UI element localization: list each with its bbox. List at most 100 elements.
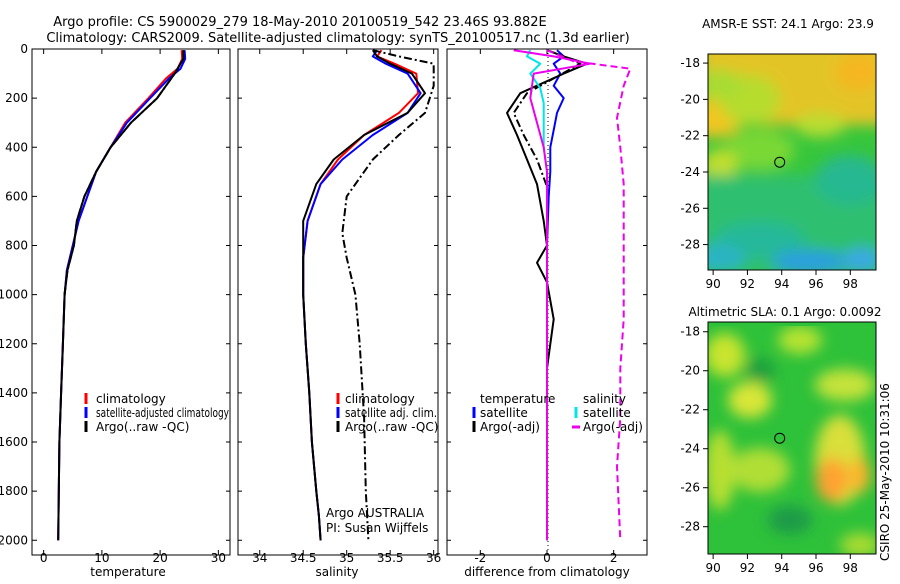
latitude-tick-label: -24 [680,442,700,456]
x-tick-label: 0 [40,551,48,565]
salinity-series-line-2 [302,49,426,541]
y-tick-label: 1000 [0,288,28,302]
salinity-series-line-0 [302,49,419,541]
temperature-x-axis: 0 10 20 30 [40,49,226,565]
difference-series-line-5 [546,49,632,541]
longitude-tick-label: 92 [740,561,755,575]
latitude-tick-label: -24 [680,165,700,179]
longitude-tick-label: 96 [808,277,823,291]
y-tick-label: 1400 [0,386,28,400]
annotation-argo-australia: Argo AUSTRALIA [326,506,425,520]
temperature-axis-label: temperature [90,565,165,579]
longitude-tick-label: 90 [706,277,721,291]
difference-legend: temperature satellite Argo(-adj) salinit… [472,392,643,434]
salinity-axis-label: salinity [315,565,358,579]
temperature-series-line-1 [57,50,187,541]
depth-axis: 0 200 400 600 800 1000 1200 1400 1600 1800 2000 [0,42,230,547]
x-tick-label: 0 [543,551,551,565]
y-tick-label: 1200 [0,337,28,351]
x-tick-label: 36 [426,551,441,565]
sla-map-panel: Altimetric SLA: 0.1 Argo: 0.0092 [680,305,881,575]
salinity-series [302,49,435,541]
temperature-panel: 0 200 400 600 800 1000 1200 1400 1600 1800 2000 0 1… [0,42,231,579]
difference-series [506,49,632,541]
x-tick-label: 35 [339,551,354,565]
latitude-tick-label: -22 [680,129,700,143]
salinity-legend: climatology satellite adj. clim. Argo(..… [326,392,438,535]
legend-label-argo: Argo(..raw -QC) [96,420,189,434]
legend-label-sal-argo: Argo(-adj) [583,420,643,434]
sla-heatmap [708,322,876,554]
figure-subtitle: Climatology: CARS2009. Satellite-adjuste… [46,31,629,46]
timestamp-label: CSIRO 25-May-2010 10:31:06 [878,383,892,561]
y-tick-label: 800 [5,239,28,253]
longitude-tick-label: 98 [843,277,858,291]
longitude-tick-label: 96 [808,561,823,575]
temperature-axes-frame [31,48,231,556]
latitude-tick-label: -22 [680,403,700,417]
salinity-series-line-1 [302,49,422,541]
longitude-tick-label: 90 [706,561,721,575]
latitude-tick-label: -20 [680,364,700,378]
salinity-x-axis: 34 34.5 35 35.5 36 [238,48,441,565]
x-tick-label: -2 [474,551,486,565]
salinity-series-line-3 [341,49,435,541]
temperature-series [57,50,187,541]
sst-map-title: AMSR-E SST: 24.1 Argo: 23.9 [702,17,874,31]
temperature-series-line-0 [57,50,184,541]
sst-heatmap [708,54,876,270]
temperature-legend: climatology satellite-adjusted climatolo… [84,392,229,434]
sst-longitude-axis: 90 92 94 96 98 [706,270,858,291]
sla-latitude-axis: -18 -20 -22 -24 -26 -28 [680,325,708,534]
latitude-tick-label: -18 [680,56,700,70]
latitude-tick-label: -28 [680,520,700,534]
sla-longitude-axis: 90 92 94 96 98 [706,554,858,575]
y-tick-label: 1600 [0,435,28,449]
sst-blobs [708,54,876,270]
longitude-tick-label: 92 [740,277,755,291]
sst-map-panel: AMSR-E SST: 24.1 Argo: 23.9 [680,17,877,291]
x-tick-label: 10 [94,551,109,565]
y-tick-label: 200 [5,91,28,105]
legend-header-salinity: salinity [583,392,626,406]
legend-label-sal-satellite: satellite [583,406,631,420]
latitude-tick-label: -28 [680,238,700,252]
temperature-series-line-3 [63,50,185,295]
annotation-pi-name: PI: Susan Wijffels [326,521,428,535]
latitude-tick-label: -18 [680,325,700,339]
legend-label-climatology: climatology [345,392,415,406]
x-tick-label: 20 [152,551,167,565]
y-tick-label: 600 [5,189,28,203]
legend-header-temperature: temperature [480,392,555,406]
x-tick-label: 34 [252,551,267,565]
x-tick-label: 35.5 [377,551,404,565]
longitude-tick-label: 94 [774,277,789,291]
sst-map-frame [707,53,877,271]
salinity-panel: 34 34.5 35 35.5 36 salinity climatology sate… [237,48,441,579]
sla-map-frame [707,321,877,555]
figure-title: Argo profile: CS 5900029_279 18-May-2010… [53,15,546,30]
latitude-tick-label: -26 [680,481,700,495]
legend-label-satellite-adjusted: satellite-adjusted climatology [96,406,229,420]
y-tick-label: 1800 [0,484,28,498]
legend-label-satellite-adj: satellite adj. clim. [345,406,437,420]
legend-label-temp-satellite: satellite [480,406,528,420]
sla-map-title: Altimetric SLA: 0.1 Argo: 0.0092 [688,305,881,319]
difference-panel: -2 0 2 difference from climatology tempera… [446,48,648,579]
sst-latitude-axis: -18 -20 -22 -24 -26 -28 [680,56,708,252]
legend-label-climatology: climatology [96,392,166,406]
longitude-tick-label: 98 [843,561,858,575]
latitude-tick-label: -20 [680,92,700,106]
sla-blobs [708,326,876,554]
salinity-axes-frame [237,48,439,556]
difference-series-line-2 [512,49,582,187]
x-tick-label: 30 [211,551,226,565]
legend-label-argo: Argo(..raw -QC) [345,420,438,434]
x-tick-label: 2 [610,551,618,565]
y-tick-label: 2000 [0,533,28,547]
longitude-tick-label: 94 [774,561,789,575]
y-tick-label: 0 [20,42,28,56]
difference-axis-label: difference from climatology [464,565,630,579]
